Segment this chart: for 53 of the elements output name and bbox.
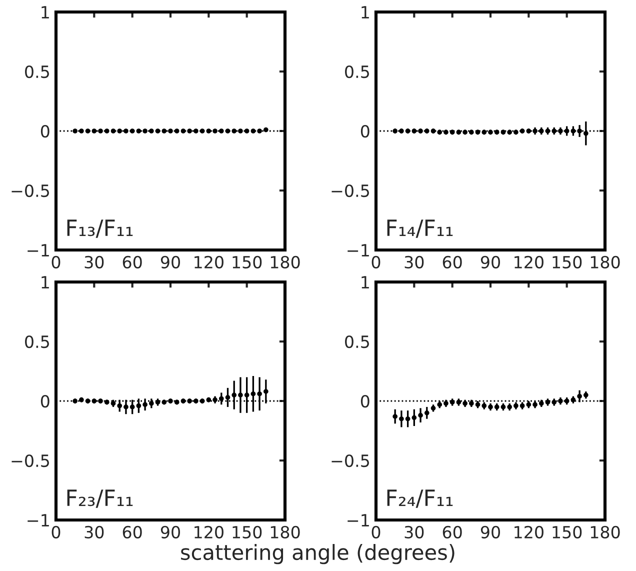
x-tick-label: 90 (480, 256, 500, 268)
annotation: F₁₄/F₁₁ (387, 220, 453, 238)
y-tick-label: 0.5 (345, 335, 369, 348)
x-tick-label: 0 (372, 256, 380, 268)
y-tick-label: 0 (40, 394, 50, 408)
x-tick-label: 150 (232, 256, 262, 268)
y-tick-label: 0.5 (345, 65, 369, 78)
x-tick-label: 0 (372, 526, 380, 538)
x-tick-label: 0 (52, 526, 60, 538)
x-tick-label: 180 (590, 256, 620, 268)
x-tick-label: 90 (480, 526, 500, 538)
y-tick-label: 1 (42, 276, 49, 288)
x-tick-label: 120 (514, 526, 544, 538)
x-tick-label: 60 (442, 256, 462, 268)
y-tick-label: 1 (362, 276, 369, 288)
x-tick-label: 180 (270, 526, 300, 538)
y-tick-label: −0.5 (12, 184, 49, 198)
x-tick-label: 30 (404, 526, 424, 538)
x-tick-label: 150 (552, 256, 582, 268)
y-tick-label: 0 (360, 124, 370, 138)
annotation: F₁₃/F₁₁ (67, 220, 133, 238)
x-tick-label: 150 (232, 526, 262, 538)
y-tick-label: −0.5 (332, 454, 369, 468)
annotation: F₂₃/F₁₁ (67, 490, 133, 508)
y-tick-label: −1 (28, 514, 49, 526)
y-tick-label: −1 (348, 244, 369, 256)
x-tick-label: 30 (84, 256, 104, 268)
y-tick-label: −1 (28, 244, 49, 256)
x-tick-label: 60 (122, 526, 142, 538)
x-tick-label: 90 (160, 256, 180, 268)
x-tick-label: 30 (404, 256, 424, 268)
x-tick-label: 120 (514, 256, 544, 268)
x-axis-title: scattering angle (degrees) (181, 544, 454, 564)
y-tick-label: −0.5 (12, 454, 49, 468)
x-tick-label: 90 (160, 526, 180, 538)
y-tick-label: 0.5 (25, 335, 49, 348)
annotation: F₂₄/F₁₁ (387, 490, 453, 508)
x-tick-label: 150 (552, 526, 582, 538)
x-tick-label: 180 (270, 256, 300, 268)
y-tick-label: −0.5 (332, 184, 369, 198)
x-tick-label: 120 (194, 526, 224, 538)
y-tick-label: 1 (42, 6, 49, 18)
y-tick-label: 0 (360, 394, 370, 408)
y-tick-label: 1 (362, 6, 369, 18)
x-tick-label: 60 (442, 526, 462, 538)
x-tick-label: 30 (84, 526, 104, 538)
x-tick-label: 60 (122, 256, 142, 268)
x-tick-label: 180 (590, 526, 620, 538)
y-tick-label: 0 (40, 124, 50, 138)
y-tick-label: 0.5 (25, 65, 49, 78)
x-tick-label: 120 (194, 256, 224, 268)
x-tick-label: 0 (52, 256, 60, 268)
y-tick-label: −1 (348, 514, 369, 526)
